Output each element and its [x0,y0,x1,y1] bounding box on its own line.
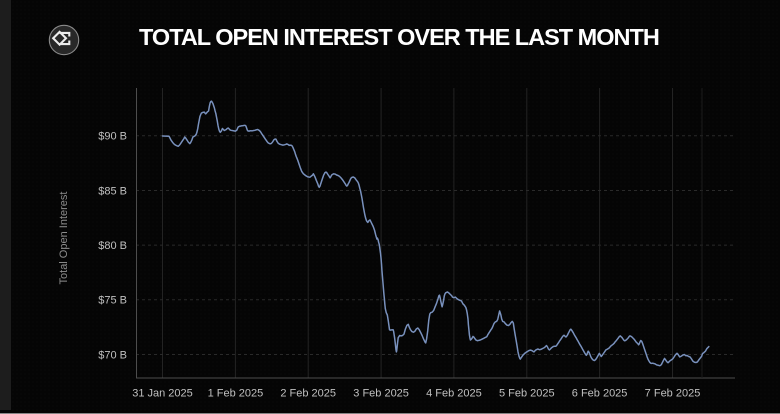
svg-text:4 Feb 2025: 4 Feb 2025 [426,388,482,400]
svg-text:1 Feb 2025: 1 Feb 2025 [208,388,264,400]
svg-text:$85 B: $85 B [98,185,127,197]
svg-text:$70 B: $70 B [98,349,127,361]
svg-text:$80 B: $80 B [98,240,127,252]
svg-text:2 Feb 2025: 2 Feb 2025 [280,388,336,400]
svg-text:$90 B: $90 B [98,131,127,143]
svg-text:7 Feb 2025: 7 Feb 2025 [645,388,701,400]
svg-text:5 Feb 2025: 5 Feb 2025 [499,388,555,400]
svg-text:$75 B: $75 B [98,295,127,307]
svg-text:3 Feb 2025: 3 Feb 2025 [353,388,409,400]
svg-text:6 Feb 2025: 6 Feb 2025 [572,388,628,400]
svg-text:Total Open Interest: Total Open Interest [58,192,70,285]
svg-text:31 Jan 2025: 31 Jan 2025 [132,388,193,400]
